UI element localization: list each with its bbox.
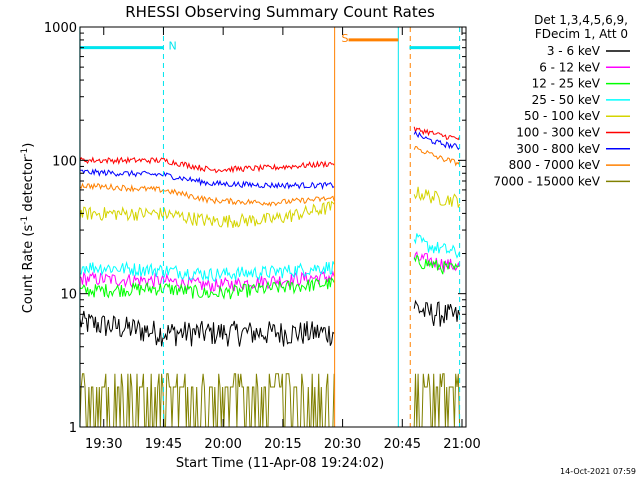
series-300-800-kev (79, 130, 460, 191)
x-tick-label-19-30: 19:30 (85, 437, 122, 452)
generation-timestamp: 14-Oct-2021 07:59 (560, 467, 636, 476)
series-line-25-50-kev-1 (413, 233, 461, 259)
legend-label-800-7000-kev: 800 - 7000 keV (509, 158, 601, 172)
legend-label-100-300-kev: 100 - 300 keV (516, 126, 600, 140)
series-line-3-6-kev-0 (79, 310, 335, 347)
y-label-sup2: -1 (20, 148, 30, 157)
legend: 3 - 6 keV 6 - 12 keV 12 - 25 keV 25 - 50 ke… (493, 44, 630, 188)
series-line-300-800-kev-0 (79, 168, 335, 191)
series-line-800-7000-kev-1 (413, 145, 461, 167)
plot-frame (79, 26, 467, 428)
legend-label-300-800-kev: 300 - 800 keV (516, 142, 600, 156)
x-tick-label-20-00: 20:00 (204, 437, 241, 452)
series-line-800-7000-kev-0 (79, 182, 335, 208)
legend-label-3-6-kev: 3 - 6 keV (547, 44, 601, 58)
legend-label-50-100-kev: 50 - 100 keV (524, 109, 601, 123)
axis-ticks: 19:30 19:45 20:00 20:15 20:30 20:45 21:00 1 10 10… (44, 21, 481, 452)
chart-title: RHESSI Observing Summary Count Rates (125, 3, 435, 21)
series-line-100-300-kev-0 (79, 156, 335, 174)
series-25-50-kev (79, 233, 461, 282)
detector-info-line-1: Det 1,3,4,5,6,9, (534, 13, 628, 27)
y-tick-label-100: 100 (52, 154, 77, 169)
legend-label-25-50-kev: 25 - 50 keV (532, 93, 601, 107)
flag-label-n: N (168, 40, 176, 53)
series-line-25-50-kev-0 (79, 260, 335, 282)
series-3-6-kev (79, 299, 461, 347)
series-12-25-kev (79, 254, 460, 300)
x-axis-label: Start Time (11-Apr-08 19:24:02) (176, 456, 384, 471)
legend-label-6-12-kev: 6 - 12 keV (539, 60, 601, 74)
series-line-3-6-kev-1 (413, 299, 461, 327)
y-label-main: Count Rate (s (21, 225, 36, 314)
x-tick-label-19-45: 19:45 (145, 437, 182, 452)
legend-label-12-25-kev: 12 - 25 keV (532, 77, 601, 91)
series-line-12-25-kev-0 (79, 276, 335, 300)
series-line-300-800-kev-1 (413, 130, 460, 151)
series-50-100-kev (79, 186, 461, 229)
detector-info-line-2: FDecim 1, Att 0 (535, 27, 628, 41)
y-tick-label-10: 10 (60, 288, 77, 303)
y-axis-label: Count Rate (s-1 detector-1) (20, 143, 36, 314)
series-line-50-100-kev-1 (413, 186, 461, 208)
series-line-100-300-kev-1 (413, 126, 461, 141)
legend-label-7000-15000-kev: 7000 - 15000 keV (493, 174, 600, 188)
x-tick-label-20-15: 20:15 (264, 437, 301, 452)
flag-label-s: S (342, 32, 349, 45)
y-label-mid: detector (21, 156, 36, 216)
y-label-sup1: -1 (20, 216, 30, 225)
x-tick-label-20-45: 20:45 (384, 437, 421, 452)
series-line-6-12-kev-0 (79, 270, 335, 293)
y-tick-label-1000: 1000 (44, 21, 77, 36)
series-line-12-25-kev-1 (413, 254, 460, 275)
y-tick-label-1: 1 (69, 421, 77, 436)
y-label-end: ) (21, 143, 36, 148)
x-tick-label-21-00: 21:00 (443, 437, 480, 452)
series-line-50-100-kev-0 (79, 200, 335, 229)
x-tick-label-20-30: 20:30 (324, 437, 361, 452)
series-100-300-kev (79, 126, 461, 174)
series-800-7000-kev (79, 145, 461, 208)
